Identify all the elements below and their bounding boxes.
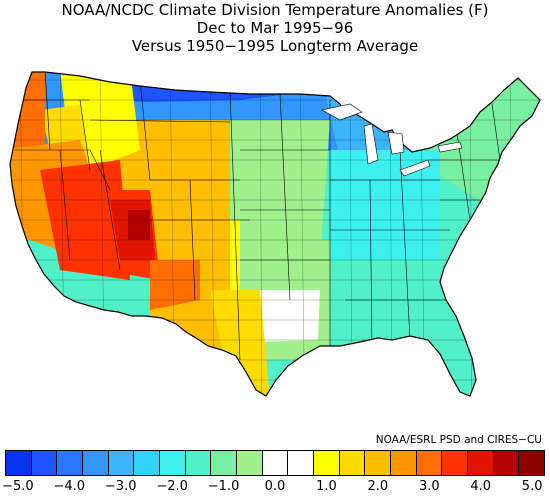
legend-tick-label: 0.0 xyxy=(264,479,286,494)
us-outline xyxy=(9,71,541,397)
map-baseline: Versus 1950−1995 Longterm Average xyxy=(131,37,419,55)
lake-michigan xyxy=(363,123,379,165)
region-central-texas xyxy=(250,290,320,342)
legend-swatch xyxy=(339,451,366,475)
legend-tick-label: −3.0 xyxy=(104,479,137,494)
legend-swatch xyxy=(211,451,238,475)
lake-erie xyxy=(399,159,431,177)
legend-swatch xyxy=(314,451,340,475)
legend-swatch xyxy=(468,451,494,475)
legend-swatch xyxy=(57,451,84,475)
great-lakes-water xyxy=(321,103,463,177)
legend-swatch xyxy=(6,451,32,475)
legend-tick-label: 3.0 xyxy=(418,479,440,494)
legend-tick-label: −5.0 xyxy=(2,479,34,494)
map-period: Dec to Mar 1995−96 xyxy=(196,19,354,37)
legend-swatch xyxy=(31,451,58,475)
legend-tick-labels: −5.0 −4.0 −3.0 −2.0 −1.0 0.0 1.0 2.0 3.0 4.0 5.0 xyxy=(2,479,545,495)
legend-swatch xyxy=(442,451,469,475)
map-title: NOAA/NCDC Climate Division Temperature A… xyxy=(61,1,489,19)
legend-colorbar xyxy=(5,450,545,476)
legend-tick-label: −2.0 xyxy=(156,479,188,494)
legend-swatch xyxy=(160,451,186,475)
region-west-texas xyxy=(210,290,270,396)
legend-swatch xyxy=(391,451,417,475)
legend-tick-label: 1.0 xyxy=(316,479,337,494)
region-central-plains xyxy=(230,120,330,260)
legend-swatch xyxy=(185,451,212,475)
legend-swatch xyxy=(365,451,392,475)
legend-swatch xyxy=(493,451,520,475)
legend-swatch xyxy=(83,451,109,475)
legend-swatch xyxy=(288,451,315,475)
legend-swatch xyxy=(134,451,161,475)
legend-tick-label: 4.0 xyxy=(470,479,492,494)
us-anomaly-map xyxy=(9,71,541,397)
legend-tick-label: 5.0 xyxy=(521,479,543,494)
region-southeast xyxy=(330,260,480,396)
region-utah-core xyxy=(128,210,150,240)
lake-huron xyxy=(387,131,405,155)
lake-ontario xyxy=(437,141,463,153)
legend-swatch xyxy=(108,451,135,475)
legend-swatch xyxy=(237,451,263,475)
legend-tick-label: −4.0 xyxy=(53,479,86,494)
legend-swatch xyxy=(416,451,443,475)
region-southern-arizona xyxy=(150,260,200,310)
legend-tick-label: −1.0 xyxy=(207,479,240,494)
legend-swatch xyxy=(519,451,545,475)
legend-swatch xyxy=(262,451,289,475)
lake-superior xyxy=(321,103,363,121)
data-credit: NOAA/ESRL PSD and CIRES−CU xyxy=(375,434,542,446)
legend-tick-label: 2.0 xyxy=(367,479,389,494)
